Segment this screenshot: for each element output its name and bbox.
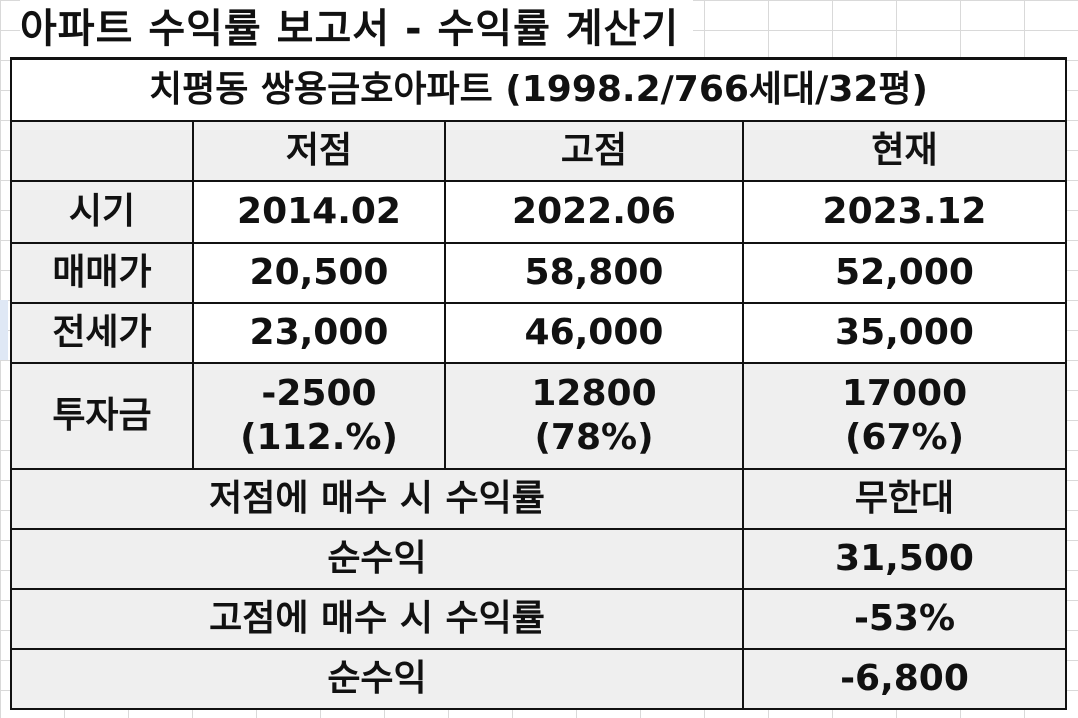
row-label-sale-price: 매매가 (10, 241, 194, 304)
investment-low: -2500 (112.%) (192, 361, 446, 470)
period-low: 2014.02 (192, 179, 446, 244)
investment-current: 17000 (67%) (742, 361, 1067, 470)
summary-value-high-profit: -6,800 (742, 647, 1067, 710)
period-high: 2022.06 (444, 179, 744, 244)
header-empty-cell (10, 119, 194, 182)
summary-value-high-yield: -53% (742, 587, 1067, 650)
row-label-jeonse-price: 전세가 (10, 301, 194, 364)
summary-value-low-yield: 무한대 (742, 467, 1067, 530)
yield-report-table: 치평동 쌍용금호아파트 (1998.2/766세대/32평) 저점 고점 현재 … (10, 57, 1067, 710)
investment-high: 12800 (78%) (444, 361, 744, 470)
jeonse-price-high: 46,000 (444, 301, 744, 364)
summary-label-low-profit: 순수익 (10, 527, 744, 590)
sale-price-low: 20,500 (192, 241, 446, 304)
investment-high-ratio: (78%) (534, 416, 654, 458)
summary-label-high-profit: 순수익 (10, 647, 744, 710)
column-header-low: 저점 (192, 119, 446, 182)
apartment-subtitle: 치평동 쌍용금호아파트 (1998.2/766세대/32평) (10, 57, 1067, 122)
page-title: 아파트 수익률 보고서 - 수익률 계산기 (20, 0, 694, 58)
period-current: 2023.12 (742, 179, 1067, 244)
row-label-period: 시기 (10, 179, 194, 244)
row-label-investment: 투자금 (10, 361, 194, 470)
row-selection-marker (0, 300, 8, 360)
sale-price-high: 58,800 (444, 241, 744, 304)
column-header-high: 고점 (444, 119, 744, 182)
investment-low-ratio: (112.%) (240, 416, 398, 458)
column-header-current: 현재 (742, 119, 1067, 182)
investment-low-amount: -2500 (261, 373, 377, 415)
investment-current-ratio: (67%) (844, 416, 965, 458)
summary-label-high-yield: 고점에 매수 시 수익률 (10, 587, 744, 650)
summary-value-low-profit: 31,500 (742, 527, 1067, 590)
sale-price-current: 52,000 (742, 241, 1067, 304)
jeonse-price-low: 23,000 (192, 301, 446, 364)
jeonse-price-current: 35,000 (742, 301, 1067, 364)
investment-high-amount: 12800 (531, 373, 657, 415)
investment-current-amount: 17000 (841, 373, 968, 415)
summary-label-low-yield: 저점에 매수 시 수익률 (10, 467, 744, 530)
